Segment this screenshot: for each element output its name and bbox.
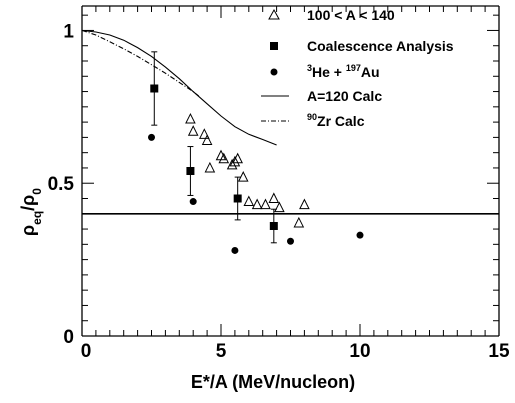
point-triangle [268,192,280,203]
legend-item-mass: 100 < A < 140 [268,7,395,23]
legend: 100 < A < 140 Coalescence Analysis 3He +… [261,7,454,129]
legend-marker-circle [270,68,278,76]
legend-item-a120: A=120 Calc [261,88,382,104]
legend-label-zr: 90Zr Calc [307,112,365,129]
x-tick-label: 10 [349,341,370,362]
y-tick-label: 0.5 [48,174,75,195]
legend-label-a120: A=120 Calc [307,88,382,104]
legend-label-mass: 100 < A < 140 [307,7,395,23]
plot-frame [81,5,500,337]
point-square [150,84,159,93]
point-triangle [293,216,305,228]
point-circle [148,133,155,141]
point-triangle [237,170,249,182]
point-triangle [199,128,210,139]
curve-a120 [81,29,277,146]
x-tick-label: 5 [216,341,227,362]
point-circle [189,198,197,206]
point-square [269,222,278,230]
point-triangle [185,112,196,124]
point-triangle [226,158,238,170]
axis-ticks [81,6,500,337]
point-triangle [201,134,213,145]
point-circle [287,237,294,245]
legend-item-zr: 90Zr Calc [261,112,365,129]
model-curves [81,29,277,146]
point-triangle [243,195,255,207]
point-triangle [187,125,199,136]
point-triangle [299,198,310,210]
point-square [186,167,195,175]
y-axis-title: ρeq/ρ0 [18,188,44,236]
legend-label-he: 3He + 197Au [307,63,380,80]
point-circle [231,246,239,254]
x-axis-title: E*/A (MeV/nucleon) [191,372,355,392]
point-triangle [274,201,285,213]
tick-labels: 0 5 10 15 0 0.5 1 [48,21,510,362]
legend-item-coal: Coalescence Analysis [270,38,454,54]
legend-item-he: 3He + 197Au [270,63,380,80]
curve-zr [81,29,200,97]
y-tick-label: 1 [63,21,74,42]
point-circle [356,231,364,239]
point-triangle [232,152,243,164]
point-triangle [260,198,271,210]
point-triangle [218,152,230,164]
data-points [148,51,364,254]
point-triangle [204,161,216,173]
point-triangle [251,198,263,210]
x-tick-label: 0 [81,341,92,362]
legend-marker-square [270,42,278,50]
x-tick-label: 15 [488,341,510,362]
legend-marker-triangle [268,8,280,20]
y-tick-label: 0 [63,327,74,348]
point-square [233,194,242,203]
legend-label-coal: Coalescence Analysis [307,38,454,54]
point-triangle [229,155,241,167]
